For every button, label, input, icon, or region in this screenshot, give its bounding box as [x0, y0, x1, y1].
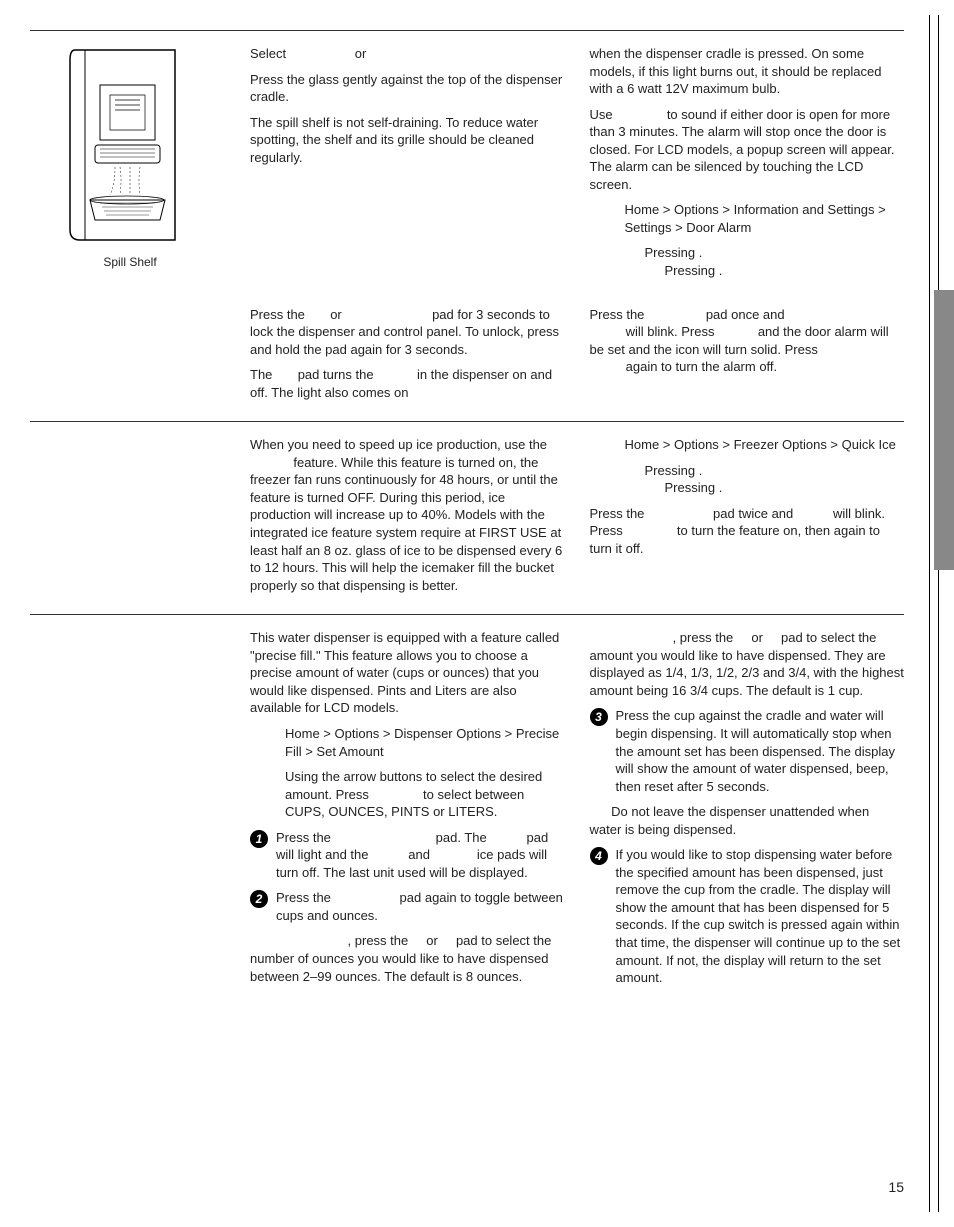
text: will blink. Press	[622, 324, 718, 339]
text: Home > Options > Freezer Options > Quick…	[625, 437, 896, 452]
text: Select	[250, 46, 290, 61]
text: pad once and	[702, 307, 784, 322]
nav-path: Home > Options > Freezer Options > Quick…	[590, 436, 905, 454]
text: Press the glass gently against the top o…	[250, 71, 565, 106]
text: Do not leave the dispenser unattended wh…	[590, 804, 870, 837]
illustration-caption: Spill Shelf	[30, 254, 230, 270]
text: This water dispenser is equipped with a …	[250, 629, 565, 717]
step-number-icon: 1	[250, 830, 268, 848]
side-tab	[934, 290, 954, 570]
section3-right: Home > Options > Freezer Options > Quick…	[590, 436, 905, 602]
text: and	[405, 847, 434, 862]
text: The	[250, 367, 276, 382]
text: The spill shelf is not self-draining. To…	[250, 114, 565, 167]
text: to sound if either door is open for more…	[590, 107, 895, 192]
section3-left: When you need to speed up ice production…	[250, 436, 565, 602]
step-4: 4 If you would like to stop dispensing w…	[590, 846, 905, 986]
step-2: 2 Press the pad again to toggle between …	[250, 889, 565, 924]
text: when the dispenser cradle is pressed. On…	[590, 45, 905, 98]
text: Press the	[276, 890, 335, 905]
section2-right: Press the pad once and will blink. Press…	[590, 306, 905, 410]
section4-left: This water dispenser is equipped with a …	[250, 629, 565, 994]
text: to turn the feature on, then again to tu…	[590, 523, 881, 556]
text: Press the	[590, 307, 649, 322]
spill-shelf-illustration	[60, 45, 200, 245]
nav-path: Home > Options > Information and Setting…	[590, 201, 905, 236]
page-number: 15	[888, 1178, 904, 1197]
text: Press the	[590, 506, 649, 521]
text: , press the	[348, 933, 412, 948]
nav-path: Home > Options > Dispenser Options > Pre…	[250, 725, 565, 760]
section2-left: Press the or pad for 3 seconds to lock t…	[250, 306, 565, 410]
text: or	[423, 933, 442, 948]
top-rule	[30, 30, 904, 31]
step-1: 1 Press the pad. The pad will light and …	[250, 829, 565, 882]
text: feature. While this feature is turned on…	[250, 455, 562, 593]
text: pad to select the amount you would like …	[590, 630, 904, 698]
text: Press the cup against the cradle and wat…	[616, 707, 905, 795]
section-quick-ice: When you need to speed up ice production…	[30, 436, 904, 615]
text: , press the	[673, 630, 737, 645]
text: Pressing .	[590, 462, 905, 480]
step-number-icon: 2	[250, 890, 268, 908]
text: Pressing .	[590, 244, 905, 262]
text: If you would like to stop dispensing wat…	[616, 846, 905, 986]
text: Press the	[250, 307, 309, 322]
text: Use	[590, 107, 617, 122]
text: pad twice and	[709, 506, 796, 521]
text: Home > Options > Information and Setting…	[625, 202, 886, 235]
text: or	[327, 307, 346, 322]
text: Pressing .	[590, 479, 905, 497]
step-number-icon: 4	[590, 847, 608, 865]
section-dispenser: Spill Shelf Select or Press the glass ge…	[30, 45, 904, 292]
text: Pressing .	[590, 262, 905, 280]
text: pad turns the	[294, 367, 377, 382]
section-lock-light: Press the or pad for 3 seconds to lock t…	[30, 306, 904, 423]
section4-right: , press the or pad to select the amount …	[590, 629, 905, 994]
text: again to turn the alarm off.	[622, 359, 777, 374]
text: Home > Options > Dispenser Options > Pre…	[285, 726, 559, 759]
illustration-column: Spill Shelf	[30, 45, 230, 280]
section1-left: Select or Press the glass gently against…	[250, 45, 565, 280]
step-3: 3 Press the cup against the cradle and w…	[590, 707, 905, 795]
text: Press the	[276, 830, 335, 845]
text: pad. The	[432, 830, 490, 845]
section-precise-fill: This water dispenser is equipped with a …	[30, 629, 904, 1006]
text: or	[351, 46, 366, 61]
text: When you need to speed up ice production…	[250, 437, 547, 452]
section1-right: when the dispenser cradle is pressed. On…	[590, 45, 905, 280]
text: or	[748, 630, 767, 645]
step-number-icon: 3	[590, 708, 608, 726]
